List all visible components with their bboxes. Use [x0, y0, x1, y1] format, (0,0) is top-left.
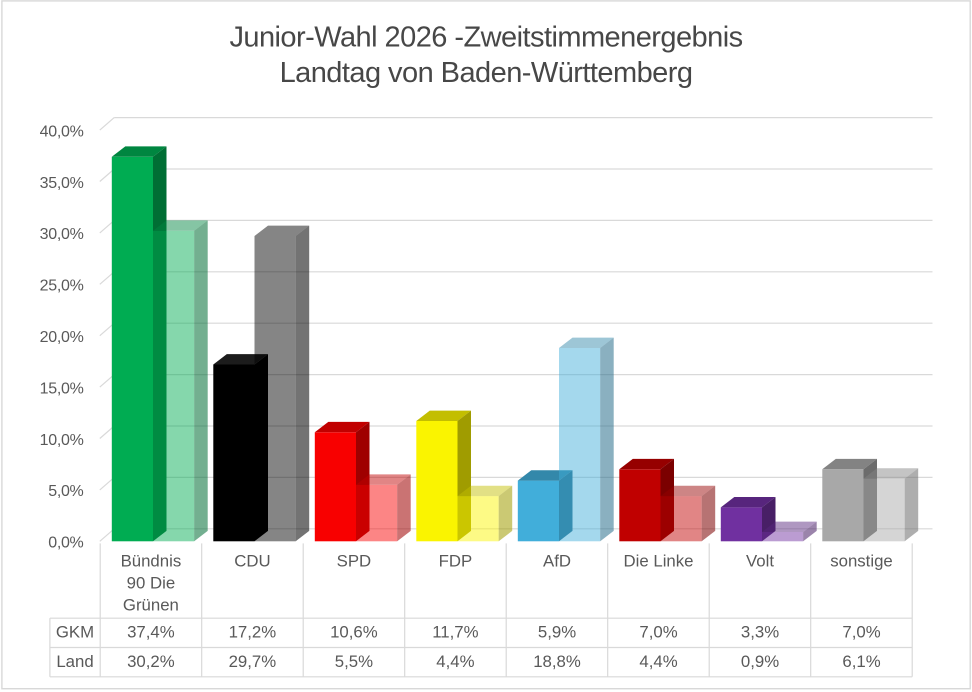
svg-text:30,0%: 30,0%	[40, 226, 84, 243]
svg-text:Die Linke: Die Linke	[624, 551, 694, 570]
svg-text:30,2%: 30,2%	[127, 652, 175, 671]
svg-text:18,8%: 18,8%	[533, 652, 581, 671]
svg-text:29,7%: 29,7%	[229, 652, 277, 671]
svg-text:7,0%: 7,0%	[639, 623, 677, 642]
svg-text:4,4%: 4,4%	[639, 652, 677, 671]
svg-text:Volt: Volt	[746, 551, 774, 570]
svg-text:5,5%: 5,5%	[335, 652, 373, 671]
svg-text:6,1%: 6,1%	[842, 652, 880, 671]
svg-text:GKM: GKM	[56, 623, 94, 642]
svg-text:Landtag von Baden-Württemberg: Landtag von Baden-Württemberg	[280, 57, 693, 89]
svg-text:10,6%: 10,6%	[330, 623, 378, 642]
svg-text:0,0%: 0,0%	[48, 535, 83, 552]
svg-text:37,4%: 37,4%	[127, 623, 175, 642]
svg-text:Grünen: Grünen	[123, 595, 179, 614]
svg-text:11,7%: 11,7%	[432, 623, 478, 642]
svg-text:4,4%: 4,4%	[436, 652, 474, 671]
svg-text:SPD: SPD	[337, 551, 372, 570]
svg-text:35,0%: 35,0%	[40, 175, 84, 192]
svg-text:sonstige: sonstige	[830, 551, 893, 570]
svg-text:25,0%: 25,0%	[40, 278, 84, 295]
svg-text:90 Die: 90 Die	[127, 573, 176, 592]
svg-text:3,3%: 3,3%	[741, 623, 779, 642]
svg-text:17,2%: 17,2%	[229, 623, 277, 642]
svg-text:15,0%: 15,0%	[40, 380, 84, 397]
svg-text:FDP: FDP	[439, 551, 473, 570]
svg-text:AfD: AfD	[543, 551, 571, 570]
svg-text:40,0%: 40,0%	[40, 123, 84, 140]
svg-text:5,9%: 5,9%	[538, 623, 576, 642]
svg-text:5,0%: 5,0%	[48, 483, 83, 500]
svg-text:Bündnis: Bündnis	[121, 551, 182, 570]
svg-text:7,0%: 7,0%	[842, 623, 880, 642]
svg-text:20,0%: 20,0%	[40, 329, 84, 346]
svg-text:Land: Land	[56, 652, 93, 671]
svg-text:Junior-Wahl 2026 -Zweitstimmen: Junior-Wahl 2026 -Zweitstimmenergebnis	[229, 21, 742, 53]
svg-text:CDU: CDU	[234, 551, 270, 570]
svg-text:0,9%: 0,9%	[741, 652, 779, 671]
svg-text:10,0%: 10,0%	[40, 432, 84, 449]
